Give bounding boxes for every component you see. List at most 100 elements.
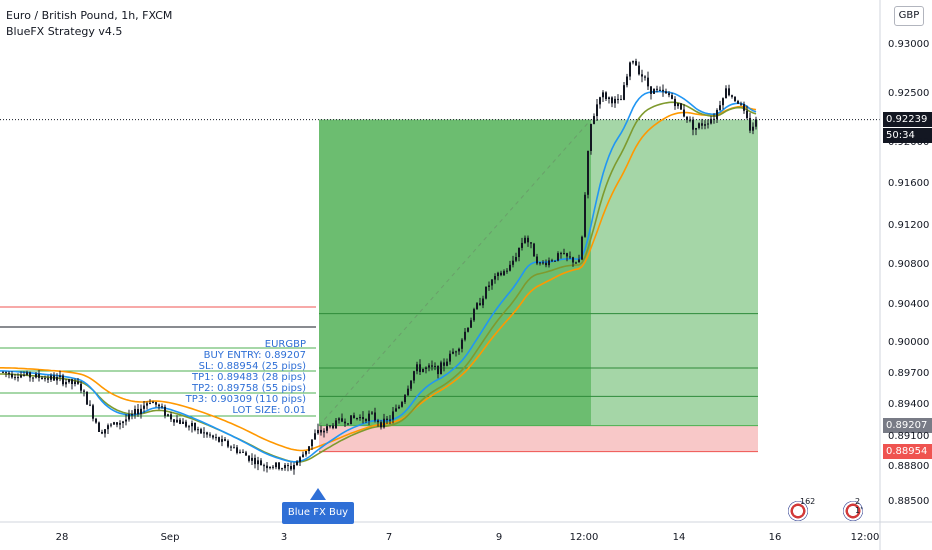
candle-body: [146, 403, 148, 406]
candle-body: [305, 451, 307, 455]
candle-body: [464, 331, 466, 340]
candle-body: [392, 411, 394, 420]
candle-body: [26, 372, 28, 375]
candle-body: [167, 414, 169, 416]
candle-body: [656, 88, 658, 90]
indicator-name[interactable]: BlueFX Strategy v4.5: [6, 25, 123, 38]
candle-body: [608, 97, 610, 100]
time-tick-label: 12:00: [850, 532, 880, 543]
candle-body: [320, 429, 322, 433]
currency-button[interactable]: GBP: [894, 6, 924, 26]
candle-body: [368, 413, 370, 422]
candle-body: [338, 418, 340, 421]
candle-body: [731, 95, 733, 97]
candle-body: [365, 419, 367, 422]
candle-body: [113, 422, 115, 425]
candle-body: [425, 367, 427, 369]
candle-body: [749, 118, 751, 131]
candle-body: [269, 466, 271, 469]
candle-body: [152, 402, 154, 404]
candle-body: [83, 390, 85, 392]
candle-body: [536, 256, 538, 264]
candle-body: [137, 408, 139, 415]
candle-body: [530, 242, 532, 244]
candle-body: [593, 116, 595, 124]
price-tick-label: 0.91600: [888, 178, 930, 189]
candle-body: [674, 98, 676, 107]
candle-body: [317, 429, 319, 434]
buy-signal-label[interactable]: Blue FX Buy: [282, 502, 354, 524]
candle-body: [458, 348, 460, 352]
candle-body: [500, 272, 502, 276]
candle-body: [101, 432, 103, 434]
candle-body: [335, 420, 337, 429]
candle-body: [560, 253, 562, 255]
candle-body: [467, 327, 469, 332]
candle-body: [149, 402, 151, 404]
candle-body: [650, 86, 652, 94]
candle-body: [722, 98, 724, 106]
price-tick-label: 0.88800: [888, 461, 930, 472]
candle-body: [374, 412, 376, 421]
candle-body: [422, 368, 424, 372]
profit-zone-extended: [591, 119, 758, 426]
current-price-label: 0.92239: [883, 112, 932, 127]
candle-body: [263, 465, 265, 467]
price-tick-label: 0.90400: [888, 299, 930, 310]
candle-body: [260, 460, 262, 466]
candle-body: [617, 98, 619, 100]
time-tick-label: 16: [768, 532, 782, 543]
symbol-title[interactable]: Euro / British Pound, 1h, FXCM: [6, 9, 173, 22]
candle-body: [521, 242, 523, 248]
candle-body: [683, 109, 685, 117]
candle-body: [80, 383, 82, 391]
candle-body: [557, 253, 559, 261]
candle-body: [38, 374, 40, 378]
candle-body: [752, 126, 754, 131]
candle-body: [461, 339, 463, 349]
time-tick-label: 28: [55, 532, 69, 543]
candle-body: [98, 422, 100, 433]
candle-body: [191, 422, 193, 427]
candle-body: [131, 414, 133, 416]
candle-body: [404, 395, 406, 403]
candle-body: [665, 91, 667, 94]
candle-body: [638, 65, 640, 75]
candle-body: [623, 85, 625, 100]
candle-body: [581, 236, 583, 260]
candle-body: [614, 98, 616, 104]
candle-body: [245, 452, 247, 456]
candle-body: [362, 417, 364, 420]
candle-body: [347, 423, 349, 425]
candle-body: [344, 421, 346, 424]
economic-event-marker[interactable]: 2 1': [843, 497, 869, 521]
candle-body: [242, 451, 244, 453]
candle-body: [92, 405, 94, 419]
candle-body: [710, 118, 712, 124]
candle-body: [707, 123, 709, 125]
time-tick-label: 12:00: [569, 532, 599, 543]
time-tick-label: Sep: [160, 532, 180, 543]
candle-body: [326, 426, 328, 431]
candle-body: [257, 460, 259, 465]
candle-body: [107, 425, 109, 430]
candle-body: [389, 419, 391, 421]
candle-body: [746, 110, 748, 119]
candle-body: [545, 262, 547, 266]
candle-body: [176, 419, 178, 423]
candle-body: [692, 119, 694, 130]
loss-zone: [319, 425, 758, 452]
price-tick-label: 0.92000: [888, 137, 930, 148]
candle-body: [86, 391, 88, 405]
candle-body: [716, 109, 718, 120]
candle-body: [332, 425, 334, 429]
candle-body: [743, 103, 745, 111]
candle-body: [575, 262, 577, 264]
candle-body: [236, 447, 238, 453]
candle-body: [452, 351, 454, 354]
candle-body: [578, 259, 580, 263]
candle-body: [209, 434, 211, 436]
economic-event-marker[interactable]: 162: [788, 497, 815, 521]
